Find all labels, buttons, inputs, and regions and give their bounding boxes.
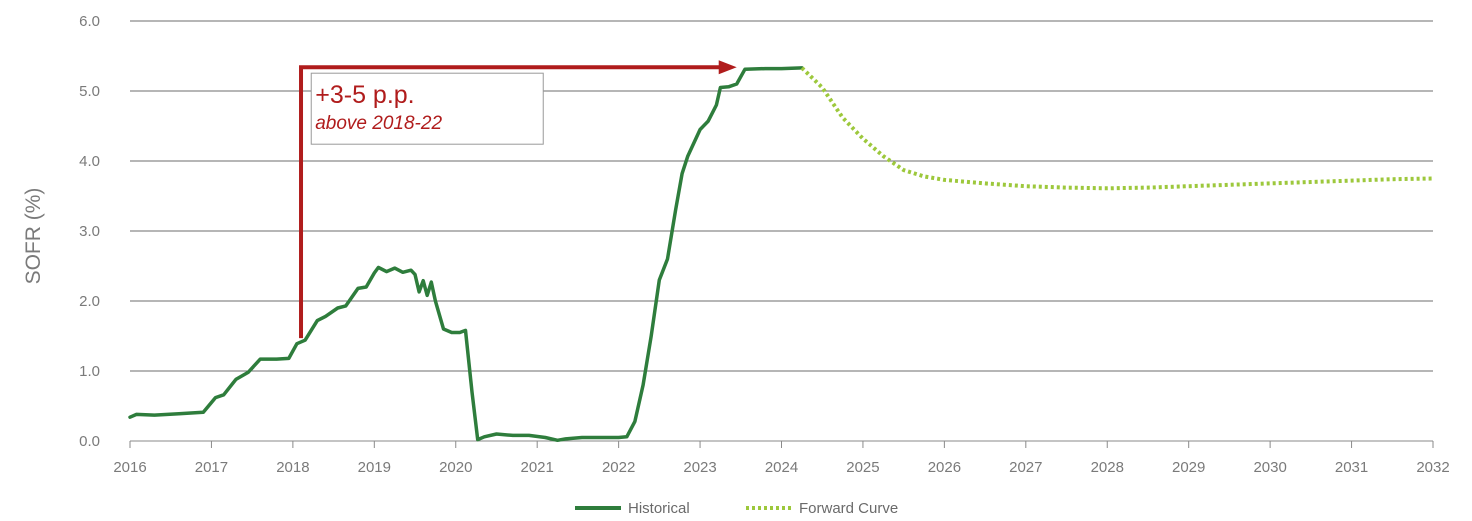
x-tick-label: 2032 <box>1416 459 1449 476</box>
legend: Historical Forward Curve <box>575 500 898 517</box>
x-tick-label: 2021 <box>521 459 554 476</box>
x-tick-label: 2029 <box>1172 459 1205 476</box>
y-tick-label: 0.0 <box>79 433 100 450</box>
annotation-arrowhead <box>718 60 737 75</box>
x-tick-label: 2026 <box>928 459 961 476</box>
x-tick-label: 2019 <box>358 459 391 476</box>
annotation: +3-5 p.p. above 2018-22 <box>299 60 737 339</box>
y-axis: 0.0 1.0 2.0 3.0 4.0 5.0 6.0 <box>79 13 100 450</box>
y-tick-label: 6.0 <box>79 13 100 30</box>
x-tick-label: 2025 <box>846 459 879 476</box>
annotation-subtext: above 2018-22 <box>315 113 442 134</box>
series-lines <box>128 66 1434 443</box>
x-tick-label: 2016 <box>113 459 146 476</box>
x-tick-label: 2027 <box>1009 459 1042 476</box>
legend-label-forward-curve: Forward Curve <box>799 500 898 517</box>
series-line-historical <box>128 66 804 443</box>
x-tick-label: 2020 <box>439 459 472 476</box>
x-tick-label: 2030 <box>1253 459 1286 476</box>
x-tick-label: 2023 <box>683 459 716 476</box>
x-tick-label: 2028 <box>1091 459 1124 476</box>
legend-label-historical: Historical <box>628 500 690 517</box>
x-tick-label: 2024 <box>765 459 798 476</box>
y-tick-label: 1.0 <box>79 363 100 380</box>
y-tick-label: 4.0 <box>79 153 100 170</box>
series-line-forward-curve <box>800 66 1434 191</box>
y-tick-label: 2.0 <box>79 293 100 310</box>
y-axis-label: SOFR (%) <box>22 188 45 285</box>
x-axis: 2016 2017 2018 2019 2020 2021 2022 2023 2024 2025… <box>113 441 1450 476</box>
x-tick-label: 2017 <box>195 459 228 476</box>
x-tick-label: 2022 <box>602 459 635 476</box>
annotation-arrow <box>299 65 723 339</box>
annotation-box <box>310 72 544 145</box>
annotation-text: +3-5 p.p. <box>315 81 414 109</box>
y-tick-label: 3.0 <box>79 223 100 240</box>
y-tick-label: 5.0 <box>79 83 100 100</box>
x-tick-label: 2018 <box>276 459 309 476</box>
x-tick-label: 2031 <box>1335 459 1368 476</box>
